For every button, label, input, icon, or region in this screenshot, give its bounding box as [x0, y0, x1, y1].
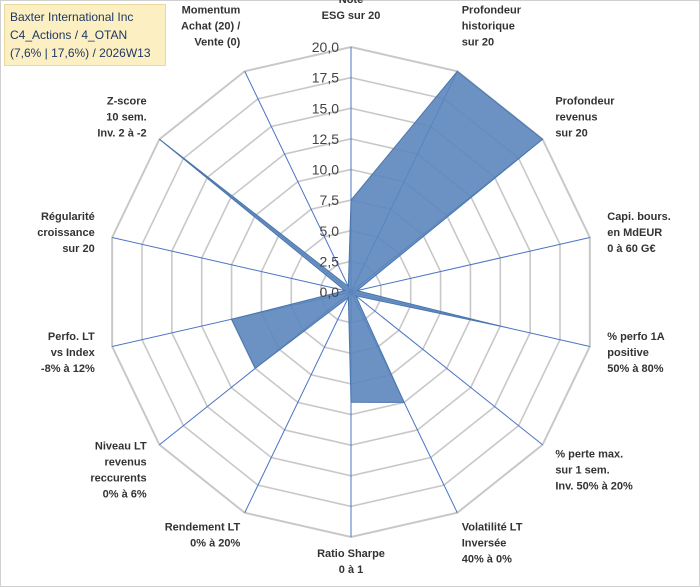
axis-label: Volatilité LT Inversée 40% à 0% — [462, 521, 523, 565]
tick-label: 2,5 — [320, 253, 340, 269]
axis-label-line: reccurents — [90, 473, 146, 485]
axis-label-line: Profondeur — [555, 95, 615, 107]
axis-label-line: 0 à 60 G€ — [607, 243, 655, 255]
tick-label: 15,0 — [312, 100, 339, 116]
tick-label: 10,0 — [312, 162, 339, 178]
tick-layer: 0,0 2,5 5,0 7,5 10,0 12,5 15,0 17,5 20,0 — [312, 39, 339, 300]
axis-label-line: Inversée — [462, 537, 507, 549]
axis-label-line: positive — [607, 347, 649, 359]
tick-label: 17,5 — [312, 70, 339, 86]
axis-label: Régularité croissance sur 20 — [37, 211, 94, 255]
axis-label: % perte max. sur 1 sem. Inv. 50% à 20% — [555, 449, 633, 493]
axis-label: Z-score 10 sem. Inv. 2 à -2 — [97, 95, 146, 139]
axis-label-line: Inv. 50% à 20% — [555, 481, 633, 493]
axis-label-line: Volatilité LT — [462, 521, 523, 533]
axis-label-line: -8% à 12% — [41, 363, 95, 375]
axis-label: Perfo. LT vs Index -8% à 12% — [41, 331, 96, 375]
axis-label-line: vs Index — [51, 347, 96, 359]
axis-label-line: 40% à 0% — [462, 553, 512, 565]
axis-label: Capi. bours. en MdEUR 0 à 60 G€ — [607, 211, 671, 255]
axis-label-line: sur 20 — [462, 37, 494, 49]
axis-label-line: Perfo. LT — [48, 331, 95, 343]
axis-label-line: en MdEUR — [607, 227, 662, 239]
axis-label-line: Niveau LT — [95, 441, 147, 453]
axis-spoke — [350, 236, 590, 293]
axis-label-line: Ratio Sharpe — [317, 548, 385, 560]
chart-title-line-3: (7,6% | 17,6%) / 2026W13 — [10, 46, 151, 60]
chart-title-line-1: Baxter International Inc — [10, 10, 134, 24]
axis-spoke — [244, 71, 352, 293]
axis-label-line: historique — [462, 21, 515, 33]
axis-spoke — [112, 236, 352, 293]
axis-label-line: 0 à 1 — [339, 564, 363, 576]
tick-label: 5,0 — [320, 223, 340, 239]
axis-label-line: 10 sem. — [106, 111, 146, 123]
axis-label: Niveau LT revenus reccurents 0% à 6% — [90, 441, 147, 501]
axis-label: Profondeur revenus sur 20 — [555, 95, 615, 139]
axis-label-line: Inv. 2 à -2 — [97, 127, 146, 139]
chart-title-line-2: C4_Actions / 4_OTAN — [10, 28, 128, 42]
tick-label: 7,5 — [320, 192, 340, 208]
axis-label: Rendement LT 0% à 20% — [165, 521, 241, 549]
axis-label: Note ESG sur 20 — [322, 0, 381, 22]
axis-label-line: Note — [339, 0, 363, 6]
axis-label-line: revenus — [104, 457, 146, 469]
axis-label-line: Achat (20) / — [181, 21, 240, 33]
axis-label-line: Régularité — [41, 211, 95, 223]
axis-spoke — [244, 291, 352, 513]
axis-label-line: Vente (0) — [194, 37, 240, 49]
axis-label-line: croissance — [37, 227, 94, 239]
label-layer: Note ESG sur 20 Profondeur historique sur 20… — [37, 0, 671, 576]
axis-label-line: revenus — [555, 111, 597, 123]
series-area — [159, 70, 544, 403]
axis-label-line: 0% à 6% — [103, 489, 147, 501]
axis-label-line: sur 20 — [62, 243, 94, 255]
tick-label: 20,0 — [312, 39, 339, 55]
axis-label-line: % perfo 1A — [607, 331, 665, 343]
axis-label-line: sur 1 sem. — [555, 465, 609, 477]
axis-label-line: % perte max. — [555, 449, 623, 461]
axis-label-line: ESG sur 20 — [322, 10, 381, 22]
axis-label-line: Capi. bours. — [607, 211, 671, 223]
axis-spoke — [350, 291, 543, 446]
axis-label-line: Z-score — [107, 95, 147, 107]
axis-label-line: 50% à 80% — [607, 363, 663, 375]
axis-label-line: Profondeur — [462, 5, 522, 17]
axis-label: Profondeur historique sur 20 — [462, 5, 522, 49]
axis-label-line: Rendement LT — [165, 521, 241, 533]
chart-title-box: Baxter International Inc C4_Actions / 4_… — [4, 4, 166, 66]
axis-label-line: 0% à 20% — [190, 537, 240, 549]
axis-label-line: sur 20 — [555, 127, 587, 139]
axis-label: Momentum Achat (20) / Vente (0) — [181, 5, 241, 49]
tick-label: 0,0 — [320, 284, 340, 300]
axis-label-line: Momentum — [182, 5, 241, 17]
axis-label: % perfo 1A positive 50% à 80% — [607, 331, 665, 375]
series-layer — [159, 70, 544, 403]
tick-label: 12,5 — [312, 131, 339, 147]
axis-label: Ratio Sharpe 0 à 1 — [317, 548, 385, 576]
